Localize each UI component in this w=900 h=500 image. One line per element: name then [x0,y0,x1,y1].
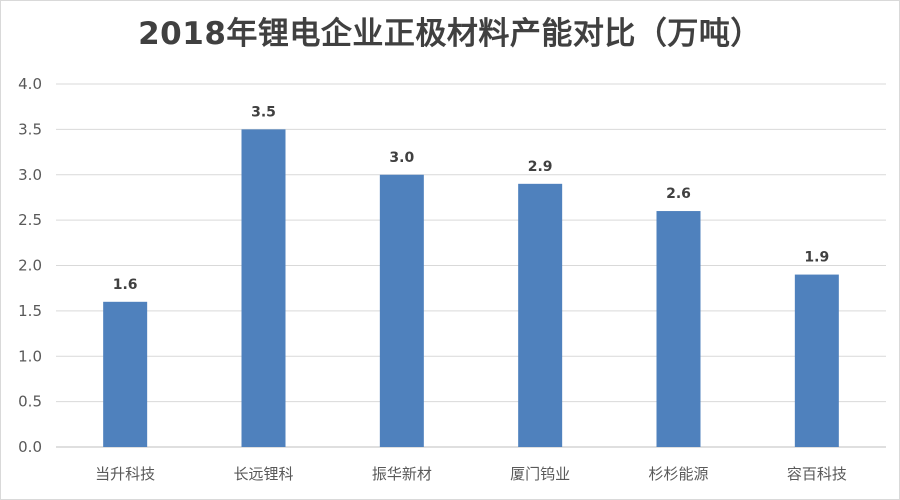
x-category-label: 厦门钨业 [510,465,570,483]
x-axis: 当升科技 长远锂科 振华新材 厦门钨业 杉杉能源 容百科技 [95,465,847,483]
x-category-label: 长远锂科 [233,465,293,483]
y-axis: 0.0 0.5 1.0 1.5 2.0 2.5 3.0 3.5 4.0 [18,75,42,456]
data-label: 3.5 [251,104,276,120]
bar [103,301,148,447]
bars [103,129,839,447]
data-label: 1.9 [804,250,829,266]
x-category-label: 当升科技 [95,465,155,483]
x-category-label: 振华新材 [372,465,432,483]
bar [794,274,839,447]
y-tick-label: 0.0 [18,438,42,456]
y-tick-label: 0.5 [18,393,42,411]
x-category-label: 容百科技 [787,465,847,483]
gridlines [56,83,886,448]
bar [656,211,701,447]
data-label: 3.0 [389,150,414,166]
data-label: 2.9 [528,159,553,175]
y-tick-label: 3.0 [18,166,42,184]
y-tick-label: 4.0 [18,75,42,93]
y-tick-label: 2.5 [18,211,42,229]
data-label: 1.6 [113,277,138,293]
y-tick-label: 3.5 [18,120,42,138]
y-tick-label: 1.5 [18,302,42,320]
data-labels: 1.6 3.5 3.0 2.9 2.6 1.9 [113,104,829,292]
bar [241,129,286,447]
chart-title: 2018年锂电企业正极材料产能对比（万吨） [138,16,762,52]
y-tick-label: 1.0 [18,347,42,365]
y-tick-label: 2.0 [18,257,42,275]
bar [379,174,424,447]
bar [518,183,563,447]
data-label: 2.6 [666,186,691,202]
x-category-label: 杉杉能源 [648,465,708,483]
